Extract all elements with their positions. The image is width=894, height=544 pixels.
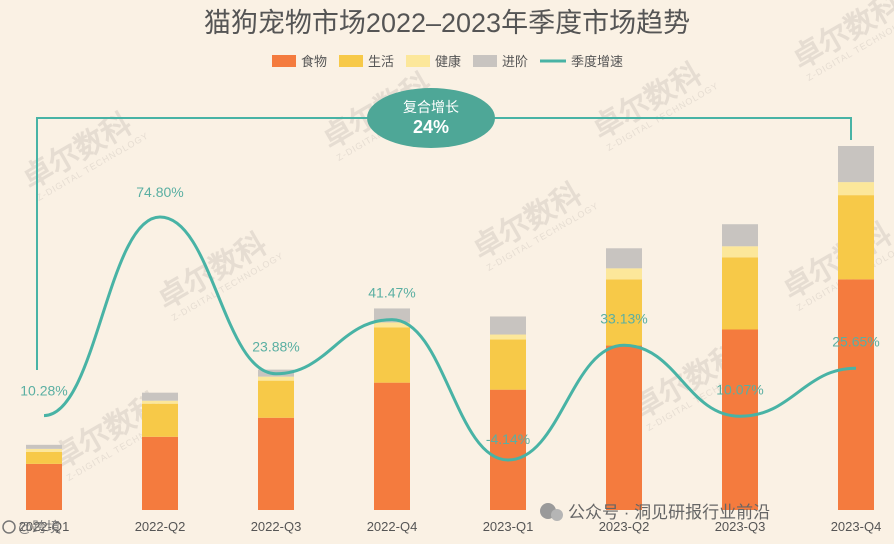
x-tick-label: 2022-Q2 [135,519,186,534]
growth-label-2022-Q1: 10.28% [20,383,67,399]
growth-line [43,215,857,462]
bar-segment-食物 [26,463,62,510]
legend-item-3: 进阶 [473,54,528,69]
bar-stack-2022-Q2 [142,392,178,510]
corner-text: @跨境 [18,519,60,535]
bar-segment-进阶 [606,248,642,269]
bar-segment-健康 [374,322,410,328]
bar-stack-2022-Q3 [258,369,294,510]
bar-segment-健康 [142,400,178,404]
bar-segment-进阶 [838,146,874,183]
legend-label: 季度增速 [571,54,623,69]
cagr-bracket: 复合增长 24% [36,88,852,370]
legend-item-2: 健康 [406,54,461,69]
bar-segment-生活 [258,380,294,418]
bar-stack-2023-Q4 [838,146,874,510]
bar-stack-2023-Q1 [490,316,526,510]
legend-label: 食物 [301,54,327,69]
bar-segment-生活 [722,257,758,330]
bar-segment-健康 [26,448,62,452]
legend-label: 进阶 [502,54,528,69]
corner-logo-icon [2,520,16,534]
bar-segment-进阶 [142,392,178,401]
growth-label-2023-Q3: 10.07% [716,381,763,397]
bar-segment-进阶 [490,316,526,335]
legend-label: 生活 [368,54,394,69]
x-axis-ticks: 2022-Q1 2022-Q2 2022-Q3 2022-Q4 2023-Q1 2023-… [19,519,882,534]
footer: 公众号 · 洞见研报行业前沿 @跨境 [2,503,770,535]
growth-label-2023-Q4: 25.65% [832,333,879,349]
bar-segment-食物 [490,389,526,510]
bar-stack-2022-Q4 [374,308,410,510]
legend-swatch [339,55,363,67]
cagr-value: 24% [413,117,449,137]
cagr-badge [367,88,495,148]
bar-segment-进阶 [722,224,758,247]
growth-label-2022-Q4: 41.47% [368,285,415,301]
legend-swatch [272,55,296,67]
growth-label-2023-Q2: 33.13% [600,310,647,326]
x-tick-label: 2022-Q3 [251,519,302,534]
bar-segment-生活 [838,195,874,280]
growth-label-2022-Q3: 23.88% [252,339,299,355]
chart-title: 猫狗宠物市场2022–2023年季度市场趋势 [204,8,690,38]
legend: 食物 生活 健康 进阶 季度增速 [272,54,623,69]
bar-segment-食物 [374,382,410,510]
growth-label-2022-Q2: 74.80% [136,184,183,200]
growth-line-layer [43,215,857,462]
bar-segment-食物 [606,345,642,510]
legend-item-line: 季度增速 [540,54,623,69]
x-tick-label: 2023-Q3 [715,519,766,534]
growth-label-2023-Q1: -4.14% [486,431,530,447]
cagr-label: 复合增长 [403,99,459,115]
bar-segment-食物 [142,436,178,510]
wechat-icon-secondary [551,509,563,521]
bar-segment-健康 [722,246,758,258]
bar-segment-食物 [258,417,294,510]
x-tick-label: 2022-Q4 [367,519,418,534]
bar-segment-生活 [606,279,642,346]
bar-segment-食物 [722,329,758,510]
bar-stack-2023-Q2 [606,248,642,510]
x-tick-label: 2022-Q1 [19,519,70,534]
growth-labels: 10.28% 74.80% 23.88% 41.47% -4.14% 33.13% 10.0… [20,184,879,447]
bar-segment-生活 [490,339,526,390]
bar-segment-健康 [490,334,526,340]
bar-segment-生活 [26,451,62,464]
legend-item-0: 食物 [272,54,327,69]
bar-segment-健康 [606,268,642,280]
legend-label: 健康 [435,54,461,69]
source-text: 公众号 · 洞见研报行业前沿 [568,503,770,522]
bar-segment-健康 [258,376,294,381]
bar-segment-食物 [838,279,874,510]
bars-layer [26,146,874,510]
bar-stack-2022-Q1 [26,444,62,510]
legend-item-1: 生活 [339,54,394,69]
x-tick-label: 2023-Q4 [831,519,882,534]
bar-segment-进阶 [26,444,62,449]
bar-segment-生活 [374,327,410,383]
bar-segment-健康 [838,182,874,196]
bar-segment-生活 [142,403,178,437]
x-tick-label: 2023-Q2 [599,519,650,534]
x-tick-label: 2023-Q1 [483,519,534,534]
legend-swatch [473,55,497,67]
bar-stack-2023-Q3 [722,224,758,510]
legend-swatch [406,55,430,67]
